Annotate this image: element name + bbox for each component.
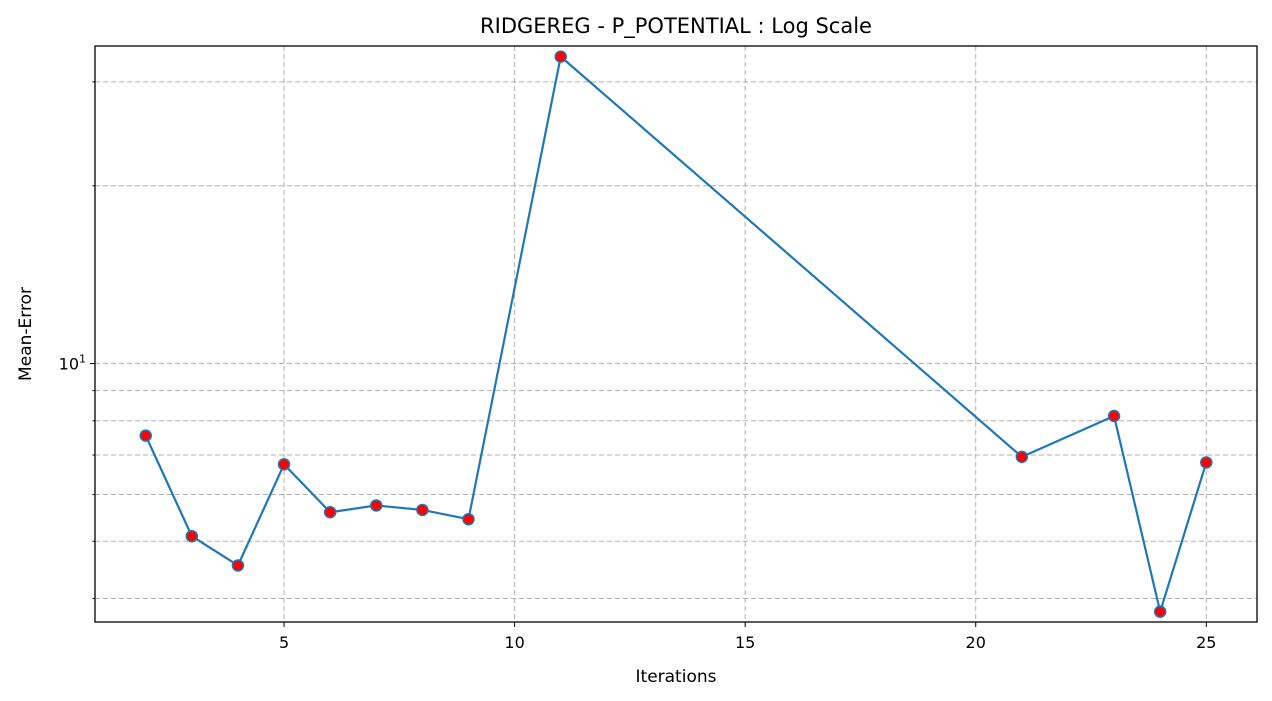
y-tick-label: 101 [59,353,86,374]
data-point [416,503,429,517]
chart-title: RIDGEREG - P_POTENTIAL : Log Scale [480,14,872,39]
data-point [1015,450,1029,464]
data-point [1153,605,1167,618]
x-tick-label: 5 [279,633,289,652]
y-axis-label: Mean-Error [16,287,36,381]
plot-frame [94,45,1258,623]
data-point [323,505,337,519]
data-point [462,512,475,526]
x-tick-label: 25 [1196,633,1216,652]
data-point [277,458,291,471]
data-point [1200,456,1213,469]
x-tick-label: 15 [735,633,755,652]
x-tick-label: 10 [504,633,524,652]
grid-layer [95,46,1257,622]
data-point [231,559,245,572]
y-tick-base: 10 [59,355,79,374]
marker-layer [139,50,1213,618]
x-tick-label: 20 [966,633,986,652]
data-point [370,499,383,512]
data-point [185,529,199,543]
data-point [1107,409,1121,423]
data-point [554,50,567,63]
x-axis-label: Iterations [636,667,717,687]
y-tick-exponent: 1 [79,353,86,366]
data-point [139,429,152,442]
